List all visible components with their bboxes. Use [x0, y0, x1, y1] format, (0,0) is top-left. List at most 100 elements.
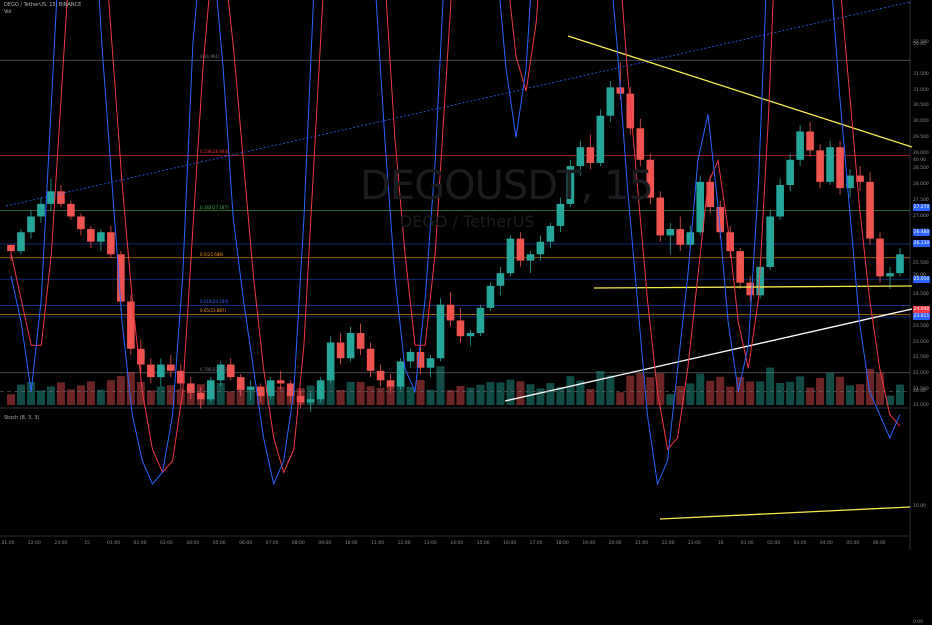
volume-bar — [546, 383, 555, 405]
volume-bar — [826, 372, 835, 405]
candle-body — [406, 351, 415, 362]
stoch-axis-label: 20.00 — [913, 388, 926, 394]
volume-bar — [16, 384, 25, 405]
time-axis-label: 03:00 — [159, 541, 173, 546]
fib-level-label: 0.65(23.887) — [200, 308, 227, 314]
candle-body — [346, 333, 355, 359]
volume-bar — [236, 387, 245, 405]
candle-body — [77, 216, 85, 230]
price-axis-label: 30.500 — [913, 103, 929, 109]
stoch-axis-label: 10.00 — [913, 504, 926, 509]
volume-bar — [666, 394, 675, 405]
time-axis-label: 06:00 — [872, 541, 886, 546]
candle-body — [556, 203, 565, 226]
candle-body — [67, 203, 75, 217]
candle-body — [226, 364, 235, 378]
symbol-legend[interactable]: DEGO / TetherUS, 15, BINANCE — [4, 2, 82, 8]
volume-bar — [156, 386, 165, 405]
volume-bar — [736, 377, 745, 405]
candle-body — [286, 383, 295, 397]
volume-bar — [626, 375, 635, 405]
candle-body — [656, 197, 665, 236]
candle-body — [147, 364, 155, 378]
price-tag[interactable]: 26.130 — [913, 240, 930, 248]
candle-body — [266, 380, 275, 397]
price-tag[interactable]: 23.811 — [913, 313, 930, 321]
candle-body — [376, 370, 385, 381]
volume-bar — [396, 383, 405, 405]
candle-body — [596, 115, 605, 163]
volume-bar — [436, 366, 445, 405]
candle-body — [456, 320, 465, 337]
price-axis-label: 22.000 — [913, 371, 929, 376]
candle-body — [117, 254, 125, 302]
price-axis-label: 24.500 — [913, 292, 929, 298]
fib-level-label: 0.382(27.187) — [200, 204, 229, 210]
volume-bar — [766, 367, 775, 405]
candle-body — [196, 392, 205, 400]
volume-bar — [146, 390, 155, 405]
volume-bar — [176, 389, 185, 405]
volume-bar — [216, 383, 225, 405]
candle-body — [606, 87, 615, 116]
candle-body — [766, 216, 774, 267]
candle-body — [167, 364, 175, 371]
volume-bar — [386, 385, 395, 405]
stoch-axis-label: 40.00 — [913, 157, 926, 163]
fib-level-label: 0(31.961) — [200, 54, 220, 60]
volume-bar — [346, 381, 355, 405]
time-axis-label: 15:00 — [476, 541, 490, 546]
price-tag[interactable]: 27.270 — [913, 204, 930, 212]
candle-body — [666, 229, 675, 236]
volume-bar — [476, 384, 485, 405]
candle-body — [676, 229, 685, 245]
volume-legend[interactable]: Vol — [4, 9, 12, 15]
candle-body — [186, 383, 195, 393]
stoch-axis-label: 30.00 — [913, 273, 926, 278]
candle-body — [137, 348, 145, 365]
volume-bar — [446, 390, 455, 405]
candle-body — [576, 147, 585, 167]
fib-level-label: 0.5(25.686) — [200, 251, 224, 257]
candle-body — [236, 377, 245, 390]
volume-bar — [46, 386, 55, 405]
volume-bar — [106, 380, 115, 405]
volume-bar — [586, 389, 595, 405]
candle-body — [866, 181, 874, 239]
chart-canvas[interactable] — [0, 0, 932, 550]
volume-bar — [416, 380, 425, 405]
price-tag[interactable]: 24.040 — [913, 306, 930, 314]
stoch-legend[interactable]: Stoch (8, 3, 3) — [4, 415, 40, 421]
time-axis-label: 17:00 — [529, 541, 543, 546]
candle-body — [446, 304, 455, 321]
volume-bar — [426, 389, 435, 405]
volume-bar — [636, 373, 645, 405]
price-axis-label: 30.000 — [913, 119, 929, 124]
price-axis-label: 31.500 — [913, 71, 929, 77]
price-tag[interactable]: 25.010 — [913, 275, 930, 283]
fib-level-label: 0.786(22.042) — [200, 366, 229, 372]
volume-bar — [596, 371, 605, 405]
volume-bar — [856, 384, 865, 405]
candle-body — [276, 380, 285, 384]
time-axis-label: 01:00 — [107, 541, 121, 546]
candle-body — [366, 348, 375, 371]
candle-body — [316, 380, 325, 400]
volume-bar — [486, 382, 495, 405]
volume-bar — [616, 392, 625, 405]
time-axis-label: 11:00 — [371, 541, 385, 546]
stoch-axis-label: 50.00 — [913, 42, 926, 47]
candle-body — [686, 232, 695, 245]
time-axis-label: 22:00 — [661, 541, 675, 546]
time-axis-label: 03:00 — [793, 541, 807, 546]
price-tag[interactable]: 26.480 — [913, 229, 930, 237]
candle-body — [896, 254, 904, 274]
time-axis-label: 08:00 — [291, 541, 305, 546]
candle-body — [756, 266, 764, 296]
candle-body — [127, 301, 135, 349]
volume-bar — [806, 387, 815, 405]
volume-bar — [56, 382, 65, 405]
time-axis-label: 14:00 — [450, 541, 464, 546]
volume-bar — [356, 382, 365, 405]
watermark-ticker: DEGOUSDT, 15 — [360, 163, 654, 209]
